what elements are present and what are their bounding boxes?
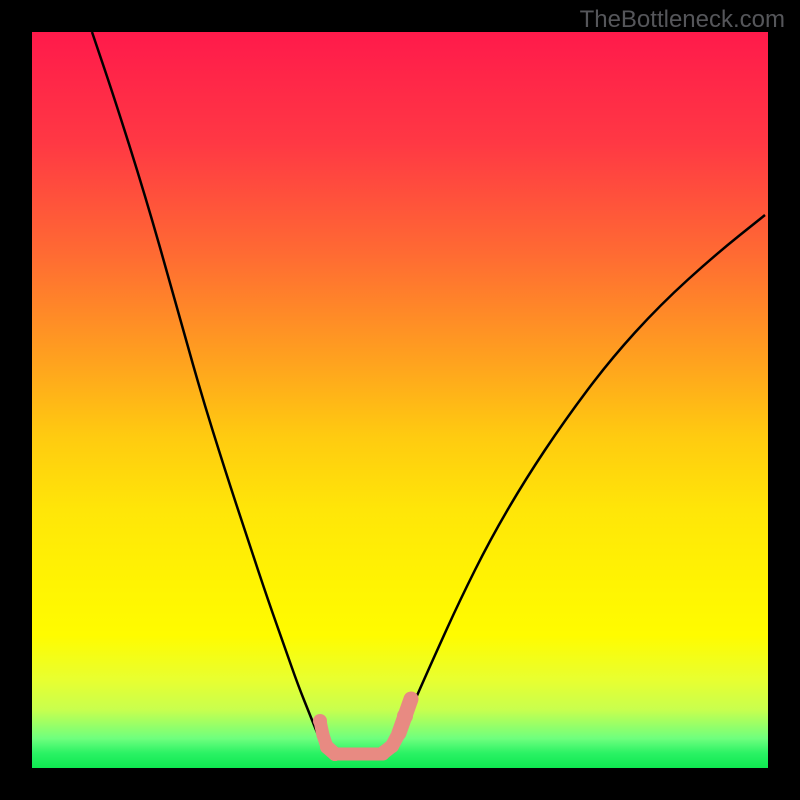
- marker-dot: [404, 692, 418, 706]
- marker-dot: [392, 726, 406, 740]
- marker-dot: [385, 739, 399, 753]
- marker-dot: [313, 714, 327, 728]
- marker-dot: [328, 747, 342, 761]
- marker-dot: [397, 708, 413, 724]
- marker-dot: [317, 729, 329, 741]
- chart-svg: [0, 0, 800, 800]
- watermark-text: TheBottleneck.com: [580, 6, 785, 34]
- gradient-background: [32, 32, 768, 768]
